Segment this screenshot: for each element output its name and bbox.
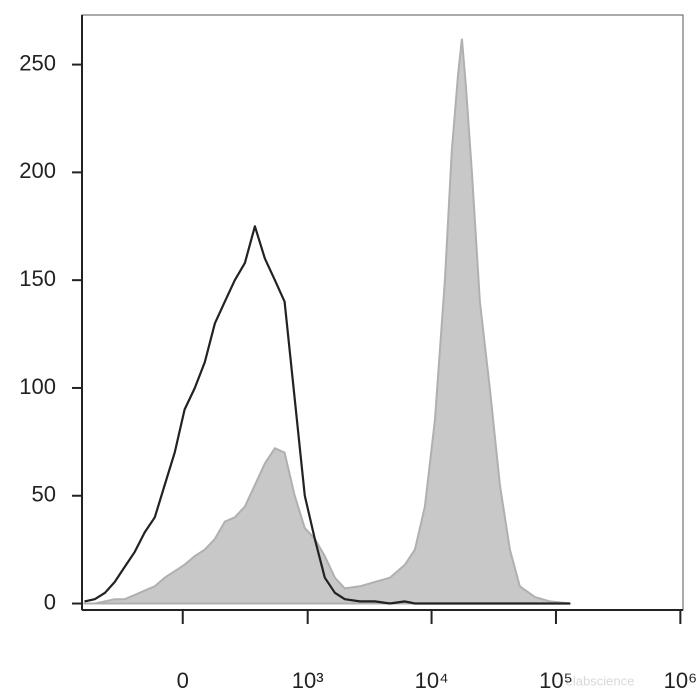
histogram-line — [84, 225, 571, 605]
x-tick-label: 0 — [177, 668, 189, 693]
watermark: elabscience — [566, 673, 635, 688]
x-tick-label: 10³ — [292, 668, 324, 693]
y-tick-label: 0 — [44, 589, 56, 614]
y-tick-label: 50 — [32, 482, 56, 507]
histogram-area — [83, 38, 572, 605]
y-tick-label: 200 — [19, 158, 56, 183]
x-tick-label: 10⁵ — [539, 668, 573, 693]
x-tick-label: 10⁶ — [664, 668, 698, 693]
y-tick-label: 250 — [19, 50, 56, 75]
y-tick-label: 100 — [19, 374, 56, 399]
y-tick-label: 150 — [19, 266, 56, 291]
plot-frame — [81, 14, 684, 611]
x-tick-label: 10⁴ — [415, 668, 449, 693]
